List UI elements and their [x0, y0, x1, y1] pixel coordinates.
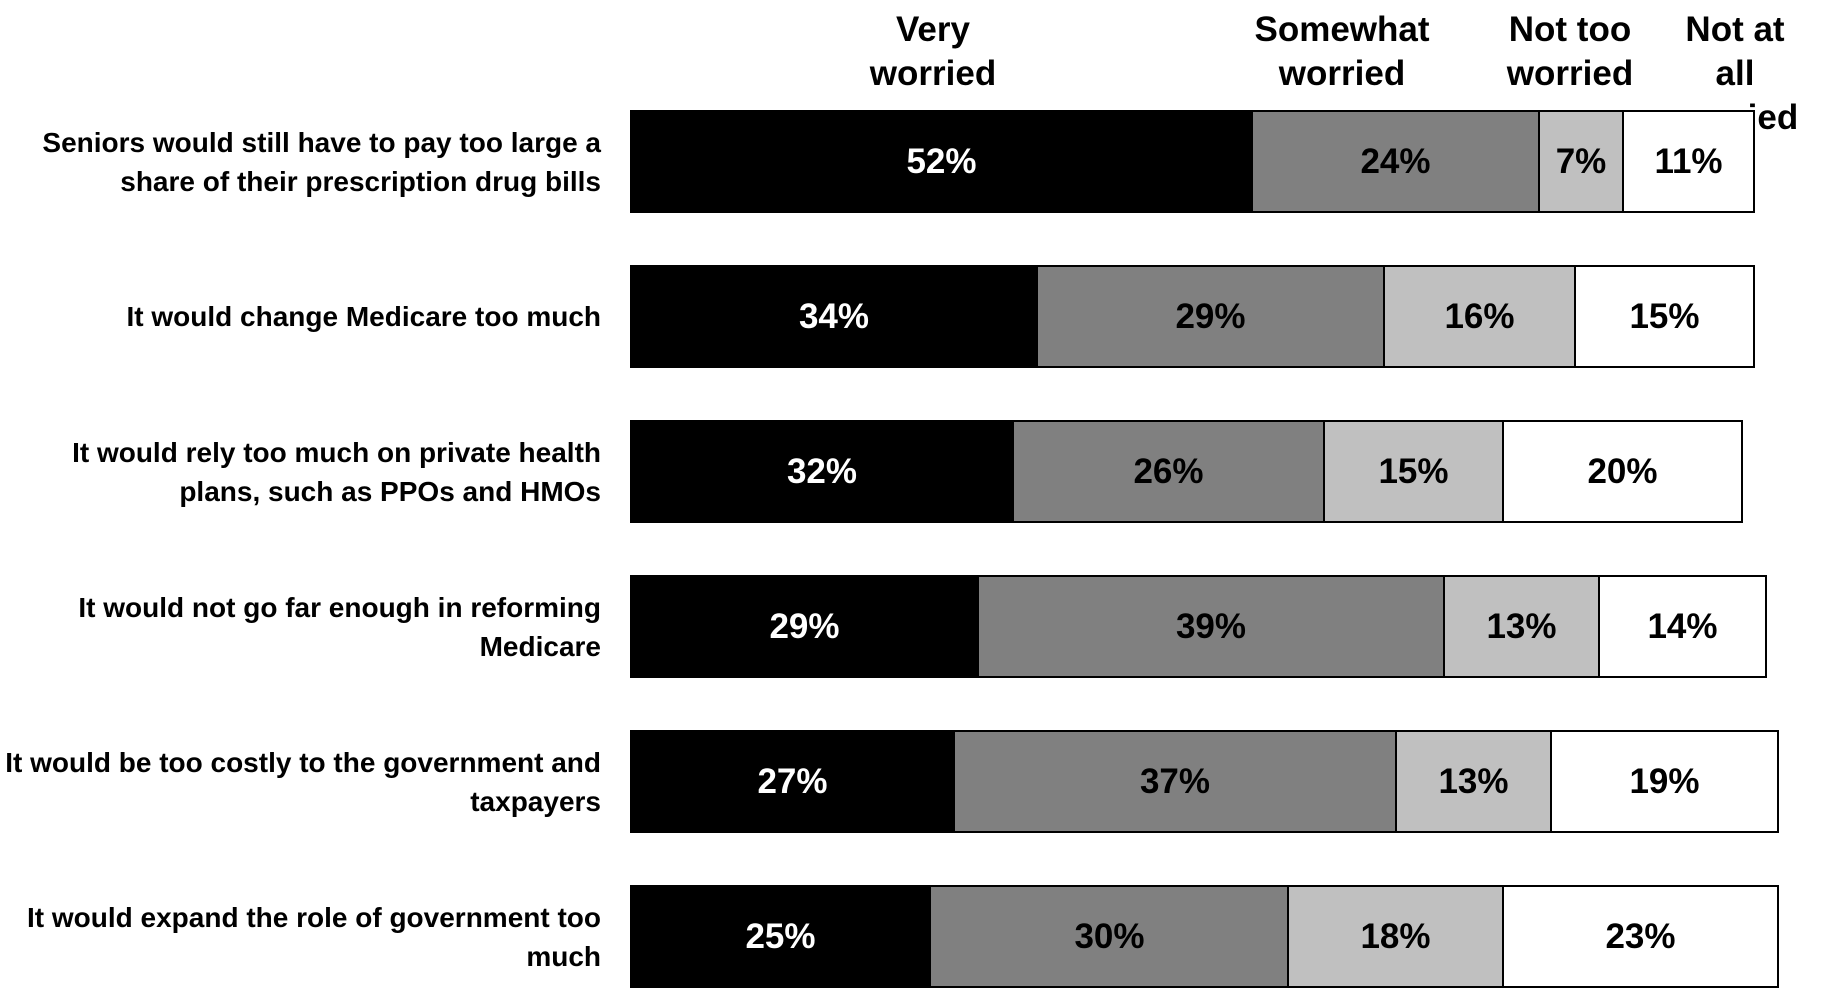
bar-segment: 15%	[1574, 265, 1755, 368]
data-label: 20%	[1587, 451, 1658, 491]
bar-segment: 19%	[1550, 730, 1779, 833]
category-label: It would not go far enough in reforming …	[78, 591, 601, 662]
category-label: It would rely too much on private health…	[72, 436, 601, 507]
bar-segment: 11%	[1622, 110, 1755, 213]
data-label: 23%	[1605, 916, 1676, 956]
category-label: It would expand the role of government t…	[26, 901, 601, 972]
data-label: 15%	[1629, 296, 1700, 336]
data-label: 25%	[745, 916, 816, 956]
category-label: Seniors would still have to pay too larg…	[42, 126, 601, 197]
data-label: 18%	[1360, 916, 1431, 956]
bar-segment: 7%	[1538, 110, 1624, 213]
legend-header-1: Somewhat worried	[1254, 10, 1430, 93]
bar-segment: 30%	[929, 885, 1290, 988]
data-label: 7%	[1555, 141, 1607, 181]
data-label: 27%	[757, 761, 828, 801]
data-label: 11%	[1654, 141, 1723, 181]
data-label: 14%	[1647, 606, 1718, 646]
bar-segment: 37%	[953, 730, 1397, 833]
legend-header-2: Not too worried	[1506, 10, 1634, 93]
data-label: 13%	[1486, 606, 1557, 646]
bar-segment: 13%	[1395, 730, 1552, 833]
data-label: 39%	[1175, 606, 1247, 646]
bar-segment: 52%	[630, 110, 1253, 213]
bar-segment: 16%	[1383, 265, 1576, 368]
bar-segment: 32%	[630, 420, 1014, 523]
data-label: 24%	[1360, 141, 1431, 181]
bar-segment: 24%	[1251, 110, 1540, 213]
data-label: 37%	[1139, 761, 1211, 801]
bar-segment: 18%	[1287, 885, 1504, 988]
data-label: 30%	[1074, 916, 1145, 956]
bar-segment: 27%	[630, 730, 955, 833]
data-label: 26%	[1133, 451, 1204, 491]
category-label: It would be too costly to the government…	[5, 746, 601, 817]
bar-segment: 23%	[1502, 885, 1779, 988]
data-label: 29%	[769, 606, 840, 646]
bar-segment: 26%	[1012, 420, 1325, 523]
data-label: 29%	[1175, 296, 1246, 336]
bar-segment: 14%	[1598, 575, 1767, 678]
data-label: 13%	[1438, 761, 1509, 801]
data-label: 34%	[798, 296, 870, 336]
bar-segment: 34%	[630, 265, 1038, 368]
data-label: 19%	[1629, 761, 1700, 801]
data-label: 15%	[1378, 451, 1449, 491]
bar-segment: 13%	[1443, 575, 1600, 678]
bar-segment: 29%	[630, 575, 979, 678]
data-label: 52%	[906, 141, 977, 181]
data-label: 16%	[1444, 296, 1515, 336]
bar-segment: 15%	[1323, 420, 1504, 523]
bar-segment: 39%	[977, 575, 1445, 678]
bar-segment: 20%	[1502, 420, 1743, 523]
bar-segment: 25%	[630, 885, 931, 988]
legend-header-0: Very worried	[869, 10, 997, 93]
bar-segment: 29%	[1036, 265, 1385, 368]
category-label: It would change Medicare too much	[126, 301, 602, 332]
data-label: 32%	[786, 451, 858, 491]
